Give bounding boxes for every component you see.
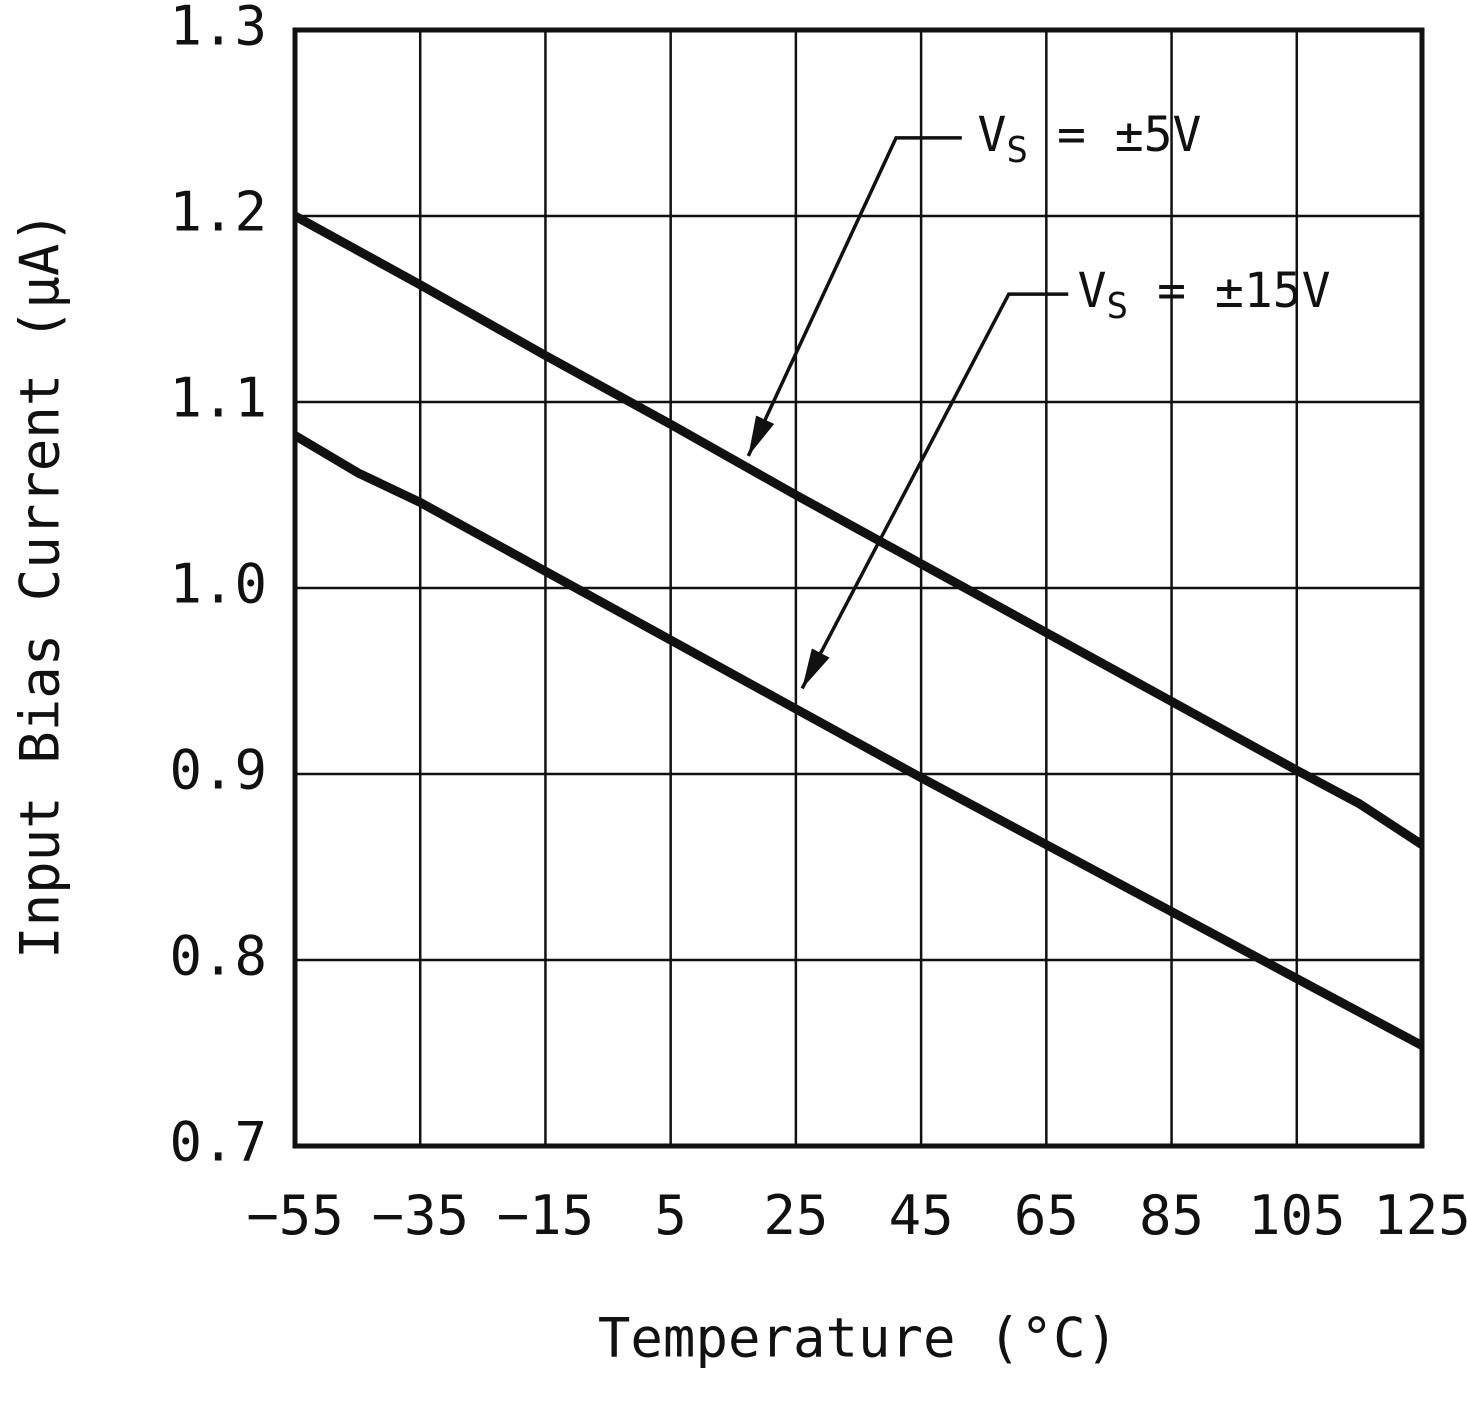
series-line <box>292 212 1425 849</box>
x-tick-label: −55 <box>246 1184 344 1247</box>
y-axis-label: Input Bias Current (μA) <box>8 211 72 959</box>
x-tick-label: 25 <box>763 1184 828 1247</box>
x-axis-label: Temperature (°C) <box>597 1306 1119 1370</box>
x-tick-label: −15 <box>497 1184 595 1247</box>
series-annotation-label: VS = ±15V <box>1078 263 1331 327</box>
annotation-leader-arrow <box>800 292 1069 690</box>
x-tick-label: 125 <box>1373 1184 1467 1247</box>
annotation-leader-arrow <box>746 136 962 457</box>
x-tick-label: 105 <box>1248 1184 1346 1247</box>
y-tick-label: 0.7 <box>169 1111 267 1174</box>
y-tick-label: 1.3 <box>169 0 267 58</box>
x-tick-label: 85 <box>1139 1184 1204 1247</box>
series-annotation-label: VS = ±5V <box>977 107 1201 171</box>
plot-border <box>292 27 1425 1149</box>
x-tick-label: 5 <box>654 1184 687 1247</box>
x-tick-label: −35 <box>371 1184 469 1247</box>
y-tick-label: 1.0 <box>169 553 267 616</box>
y-tick-label: 0.9 <box>169 739 267 802</box>
x-tick-label: 65 <box>1014 1184 1079 1247</box>
y-tick-label: 1.2 <box>169 181 267 244</box>
series-line <box>292 431 1425 1050</box>
y-tick-label: 0.8 <box>169 925 267 988</box>
x-tick-label: 45 <box>889 1184 954 1247</box>
y-tick-label: 1.1 <box>169 367 267 430</box>
